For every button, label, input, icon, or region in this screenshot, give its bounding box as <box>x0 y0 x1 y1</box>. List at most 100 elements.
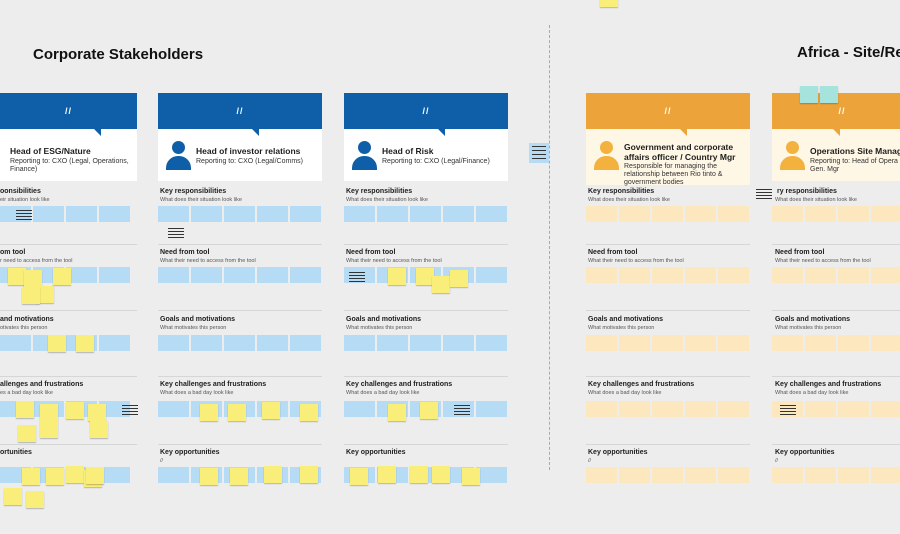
grid-cell[interactable] <box>619 267 650 283</box>
grid-cell[interactable] <box>685 267 716 283</box>
grid-cell[interactable] <box>652 267 683 283</box>
grid-cell[interactable] <box>224 335 255 351</box>
notes-icon[interactable] <box>168 226 184 238</box>
sticky-note[interactable] <box>264 466 282 483</box>
persona-card-investor-relations[interactable]: // Head of investor relations Reporting … <box>158 93 322 181</box>
grid-cell[interactable] <box>476 467 507 483</box>
persona-card-site-manager[interactable]: // Operations Site Manage Reporting to: … <box>772 93 900 181</box>
grid-cell[interactable] <box>805 401 836 417</box>
grid-cell[interactable] <box>619 206 650 222</box>
grid-cell[interactable] <box>476 401 507 417</box>
grid-cell[interactable] <box>158 335 189 351</box>
sticky-note[interactable] <box>432 466 450 483</box>
grid-cell[interactable] <box>586 267 617 283</box>
notes-icon[interactable] <box>780 403 796 415</box>
grid-cell[interactable] <box>772 467 803 483</box>
grid-cell[interactable] <box>838 467 869 483</box>
persona-card-risk[interactable]: // Head of Risk Reporting to: CXO (Legal… <box>344 93 508 181</box>
grid-cell[interactable] <box>685 206 716 222</box>
sticky-note[interactable] <box>450 270 468 287</box>
grid-cell[interactable] <box>224 206 255 222</box>
sticky-note[interactable] <box>230 468 248 485</box>
sticky-note[interactable] <box>26 491 44 508</box>
sticky-note[interactable] <box>36 286 54 303</box>
notes-icon[interactable] <box>16 208 32 220</box>
sticky-note[interactable] <box>86 467 104 484</box>
grid-cell[interactable] <box>191 267 222 283</box>
sticky-note[interactable] <box>388 404 406 421</box>
grid-cell[interactable] <box>0 335 31 351</box>
grid-cell[interactable] <box>191 335 222 351</box>
notes-icon[interactable] <box>529 143 549 163</box>
sticky-note[interactable] <box>40 404 58 421</box>
grid-cell[interactable] <box>33 206 64 222</box>
grid-cell[interactable] <box>871 206 900 222</box>
grid-cell[interactable] <box>377 206 408 222</box>
grid-cell[interactable] <box>652 335 683 351</box>
notes-icon[interactable] <box>349 270 365 282</box>
grid-cell[interactable] <box>772 206 803 222</box>
sticky-note[interactable] <box>40 421 58 438</box>
grid-cell[interactable] <box>224 267 255 283</box>
sticky-note[interactable] <box>300 404 318 421</box>
sticky-note[interactable] <box>416 268 434 285</box>
grid-cell[interactable] <box>290 267 321 283</box>
grid-cell[interactable] <box>158 401 189 417</box>
sticky-note[interactable] <box>76 335 94 352</box>
grid-cell[interactable] <box>772 267 803 283</box>
grid-cell[interactable] <box>586 467 617 483</box>
grid-cell[interactable] <box>344 401 375 417</box>
grid-cell[interactable] <box>158 206 189 222</box>
grid-cell[interactable] <box>443 206 474 222</box>
grid-cell[interactable] <box>586 401 617 417</box>
grid-cell[interactable] <box>443 335 474 351</box>
grid-cell[interactable] <box>652 401 683 417</box>
persona-card-government-affairs[interactable]: // Government and corporate affairs offi… <box>586 93 750 186</box>
sticky-note[interactable] <box>462 468 480 485</box>
grid-cell[interactable] <box>718 335 749 351</box>
grid-cell[interactable] <box>158 267 189 283</box>
sticky-note[interactable] <box>16 401 34 418</box>
grid-cell[interactable] <box>99 335 130 351</box>
grid-cell[interactable] <box>838 401 869 417</box>
grid-cell[interactable] <box>805 267 836 283</box>
grid-cell[interactable] <box>838 267 869 283</box>
grid-cell[interactable] <box>476 206 507 222</box>
grid-cell[interactable] <box>290 206 321 222</box>
grid-cell[interactable] <box>718 401 749 417</box>
notes-icon[interactable] <box>122 403 138 415</box>
sticky-note[interactable] <box>66 402 84 419</box>
grid-cell[interactable] <box>257 267 288 283</box>
sticky-note[interactable] <box>66 466 84 483</box>
grid-cell[interactable] <box>838 206 869 222</box>
sticky-note[interactable] <box>420 402 438 419</box>
sticky-note[interactable] <box>388 268 406 285</box>
grid-cell[interactable] <box>99 267 130 283</box>
grid-cell[interactable] <box>871 467 900 483</box>
grid-cell[interactable] <box>619 467 650 483</box>
grid-cell[interactable] <box>257 335 288 351</box>
grid-cell[interactable] <box>257 206 288 222</box>
grid-cell[interactable] <box>718 267 749 283</box>
grid-cell[interactable] <box>191 206 222 222</box>
sticky-note[interactable] <box>300 466 318 483</box>
grid-cell[interactable] <box>99 206 130 222</box>
sticky-note[interactable] <box>378 466 396 483</box>
grid-cell[interactable] <box>66 206 97 222</box>
grid-cell[interactable] <box>685 335 716 351</box>
sticky-note[interactable] <box>88 404 106 421</box>
sticky-note[interactable] <box>350 468 368 485</box>
sticky-note[interactable] <box>228 404 246 421</box>
sticky-note[interactable] <box>48 335 66 352</box>
grid-cell[interactable] <box>66 267 97 283</box>
sticky-note[interactable] <box>53 268 71 285</box>
grid-cell[interactable] <box>652 206 683 222</box>
sticky-note[interactable] <box>600 0 618 7</box>
sticky-note[interactable] <box>432 276 450 293</box>
sticky-note[interactable] <box>22 287 40 304</box>
persona-card-esg[interactable]: // Head of ESG/Nature Reporting to: CXO … <box>0 93 137 181</box>
grid-cell[interactable] <box>586 206 617 222</box>
sticky-note[interactable] <box>4 488 22 505</box>
sticky-note[interactable] <box>18 425 36 442</box>
